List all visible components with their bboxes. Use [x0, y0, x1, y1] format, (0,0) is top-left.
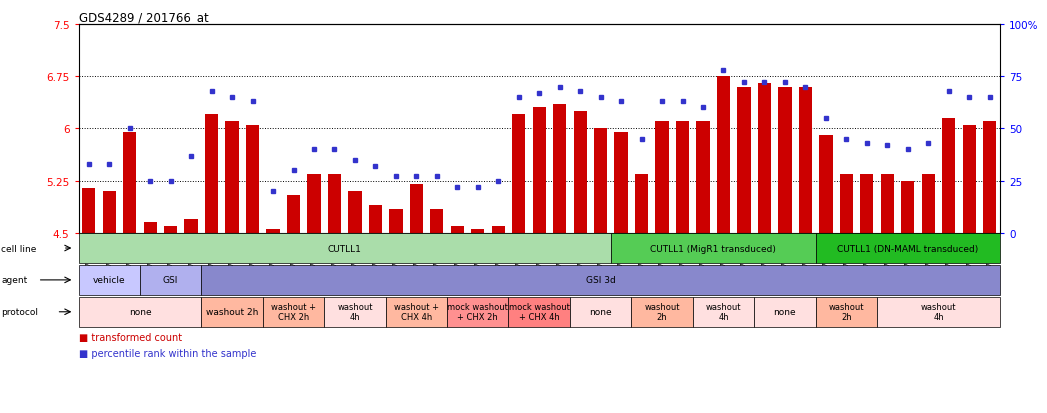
Text: washout 2h: washout 2h [206, 308, 259, 316]
Bar [737, 88, 751, 233]
Bar [266, 230, 280, 233]
Bar [676, 122, 689, 233]
Text: vehicle: vehicle [93, 276, 126, 285]
Text: cell line: cell line [1, 244, 37, 253]
Text: mock washout
+ CHX 2h: mock washout + CHX 2h [447, 302, 508, 322]
Bar [901, 181, 914, 233]
Bar [409, 185, 423, 233]
Text: none: none [589, 308, 611, 316]
Bar [184, 219, 198, 233]
Bar [717, 77, 730, 233]
Text: none: none [774, 308, 796, 316]
Bar [471, 230, 485, 233]
Bar [124, 133, 136, 233]
Bar [349, 192, 361, 233]
Bar [369, 206, 382, 233]
Bar [82, 188, 95, 233]
Bar [287, 195, 300, 233]
Bar [492, 226, 505, 233]
Bar [881, 174, 894, 233]
Text: mock washout
+ CHX 4h: mock washout + CHX 4h [509, 302, 570, 322]
Text: GSI 3d: GSI 3d [585, 276, 616, 285]
Bar [655, 122, 669, 233]
Text: washout
4h: washout 4h [706, 302, 741, 322]
Text: protocol: protocol [1, 308, 38, 316]
Bar [962, 126, 976, 233]
Bar [819, 136, 832, 233]
Bar [553, 105, 566, 233]
Bar [778, 88, 792, 233]
Text: ■ percentile rank within the sample: ■ percentile rank within the sample [79, 348, 255, 358]
Bar [615, 133, 628, 233]
Bar [634, 174, 648, 233]
Bar [308, 174, 320, 233]
Bar [225, 122, 239, 233]
Text: agent: agent [1, 276, 27, 285]
Text: CUTLL1: CUTLL1 [328, 244, 361, 253]
Text: washout
4h: washout 4h [920, 302, 956, 322]
Bar [942, 119, 955, 233]
Bar [574, 112, 586, 233]
Bar [246, 126, 260, 233]
Text: none: none [129, 308, 151, 316]
Bar [512, 115, 526, 233]
Text: washout +
CHX 4h: washout + CHX 4h [394, 302, 439, 322]
Bar [205, 115, 218, 233]
Text: CUTLL1 (DN-MAML transduced): CUTLL1 (DN-MAML transduced) [838, 244, 978, 253]
Bar [328, 174, 341, 233]
Text: washout +
CHX 2h: washout + CHX 2h [271, 302, 316, 322]
Bar [164, 226, 177, 233]
Text: GSI: GSI [163, 276, 178, 285]
Bar [861, 174, 873, 233]
Bar [594, 129, 607, 233]
Bar [983, 122, 997, 233]
Bar [143, 223, 157, 233]
Text: CUTLL1 (MigR1 transduced): CUTLL1 (MigR1 transduced) [650, 244, 776, 253]
Text: washout
2h: washout 2h [828, 302, 864, 322]
Bar [696, 122, 710, 233]
Text: washout
4h: washout 4h [337, 302, 373, 322]
Bar [450, 226, 464, 233]
Bar [799, 88, 812, 233]
Text: ■ transformed count: ■ transformed count [79, 332, 181, 342]
Bar [921, 174, 935, 233]
Bar [389, 209, 402, 233]
Bar [533, 108, 545, 233]
Bar [103, 192, 116, 233]
Text: washout
2h: washout 2h [644, 302, 680, 322]
Text: GDS4289 / 201766_at: GDS4289 / 201766_at [79, 11, 208, 24]
Bar [840, 174, 853, 233]
Bar [758, 84, 771, 233]
Bar [430, 209, 444, 233]
